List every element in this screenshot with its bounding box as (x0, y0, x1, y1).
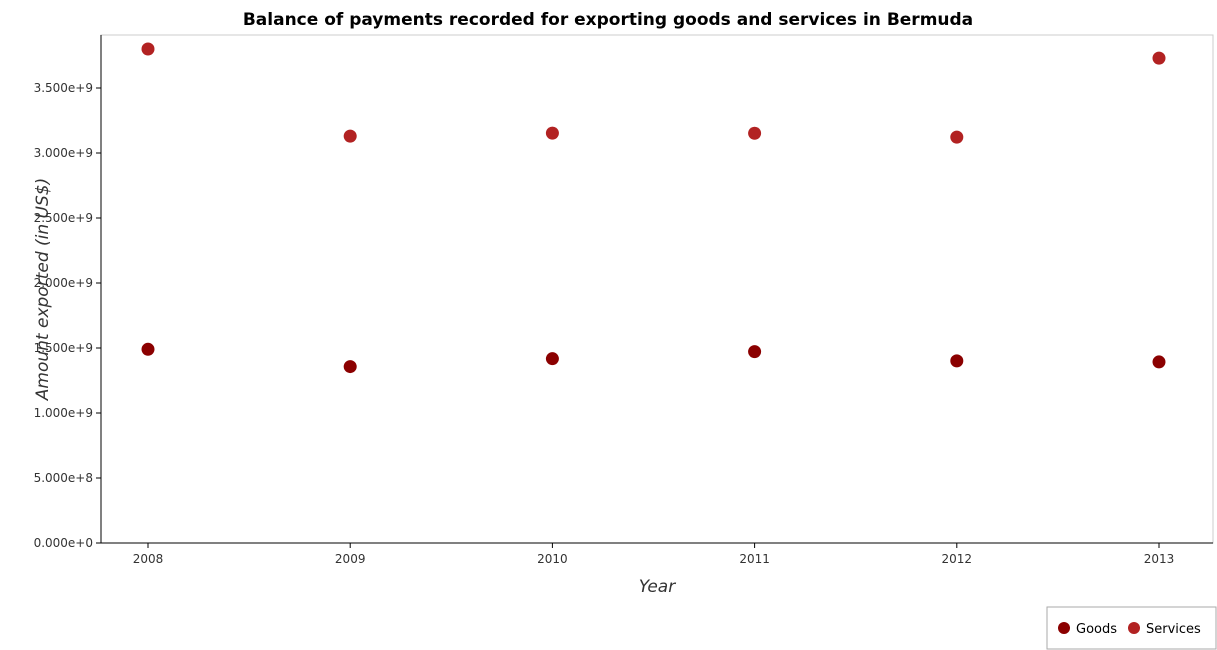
x-axis-label: Year (639, 577, 676, 597)
point-services-2008 (141, 42, 155, 56)
x-axis-ticks: 2008 2009 2010 2011 2012 2013 (133, 543, 1175, 566)
y-tick-label: 1.500e+9 (34, 341, 93, 355)
point-goods-2009 (343, 360, 357, 374)
point-services-2012 (950, 130, 964, 144)
y-tick-label: 5.000e+8 (34, 471, 93, 485)
x-tick-label: 2011 (739, 552, 770, 566)
legend: Goods Services (1046, 606, 1217, 650)
point-goods-2010 (545, 352, 559, 366)
point-services-2009 (343, 129, 357, 143)
chart-title: Balance of payments recorded for exporti… (243, 10, 973, 30)
legend-label-goods: Goods (1076, 622, 1117, 637)
point-goods-2011 (748, 345, 762, 359)
point-services-2013 (1152, 51, 1166, 65)
x-tick-label: 2012 (942, 552, 973, 566)
point-services-2010 (545, 126, 559, 140)
y-tick-label: 2.500e+9 (34, 211, 93, 225)
y-tick-label: 0.000e+0 (34, 536, 93, 550)
y-axis-ticks: 0.000e+0 5.000e+8 1.000e+9 1.500e+9 2.000e+9… (34, 81, 101, 550)
y-tick-label: 3.500e+9 (34, 81, 93, 95)
y-tick-label: 1.000e+9 (34, 406, 93, 420)
data-points (141, 42, 1166, 374)
y-tick-label: 3.000e+9 (34, 146, 93, 160)
y-axis-label: Amount exported (in US$) (33, 178, 53, 401)
point-goods-2008 (141, 342, 155, 356)
legend-marker-services (1128, 622, 1140, 634)
legend-label-services: Services (1146, 622, 1201, 637)
y-tick-label: 2.000e+9 (34, 276, 93, 290)
x-tick-label: 2008 (133, 552, 164, 566)
x-tick-label: 2013 (1144, 552, 1175, 566)
x-tick-label: 2010 (537, 552, 568, 566)
legend-marker-goods (1058, 622, 1070, 634)
x-tick-label: 2009 (335, 552, 366, 566)
point-services-2011 (748, 126, 762, 140)
point-goods-2013 (1152, 355, 1166, 369)
point-goods-2012 (950, 354, 964, 368)
plot-area (100, 34, 1214, 544)
